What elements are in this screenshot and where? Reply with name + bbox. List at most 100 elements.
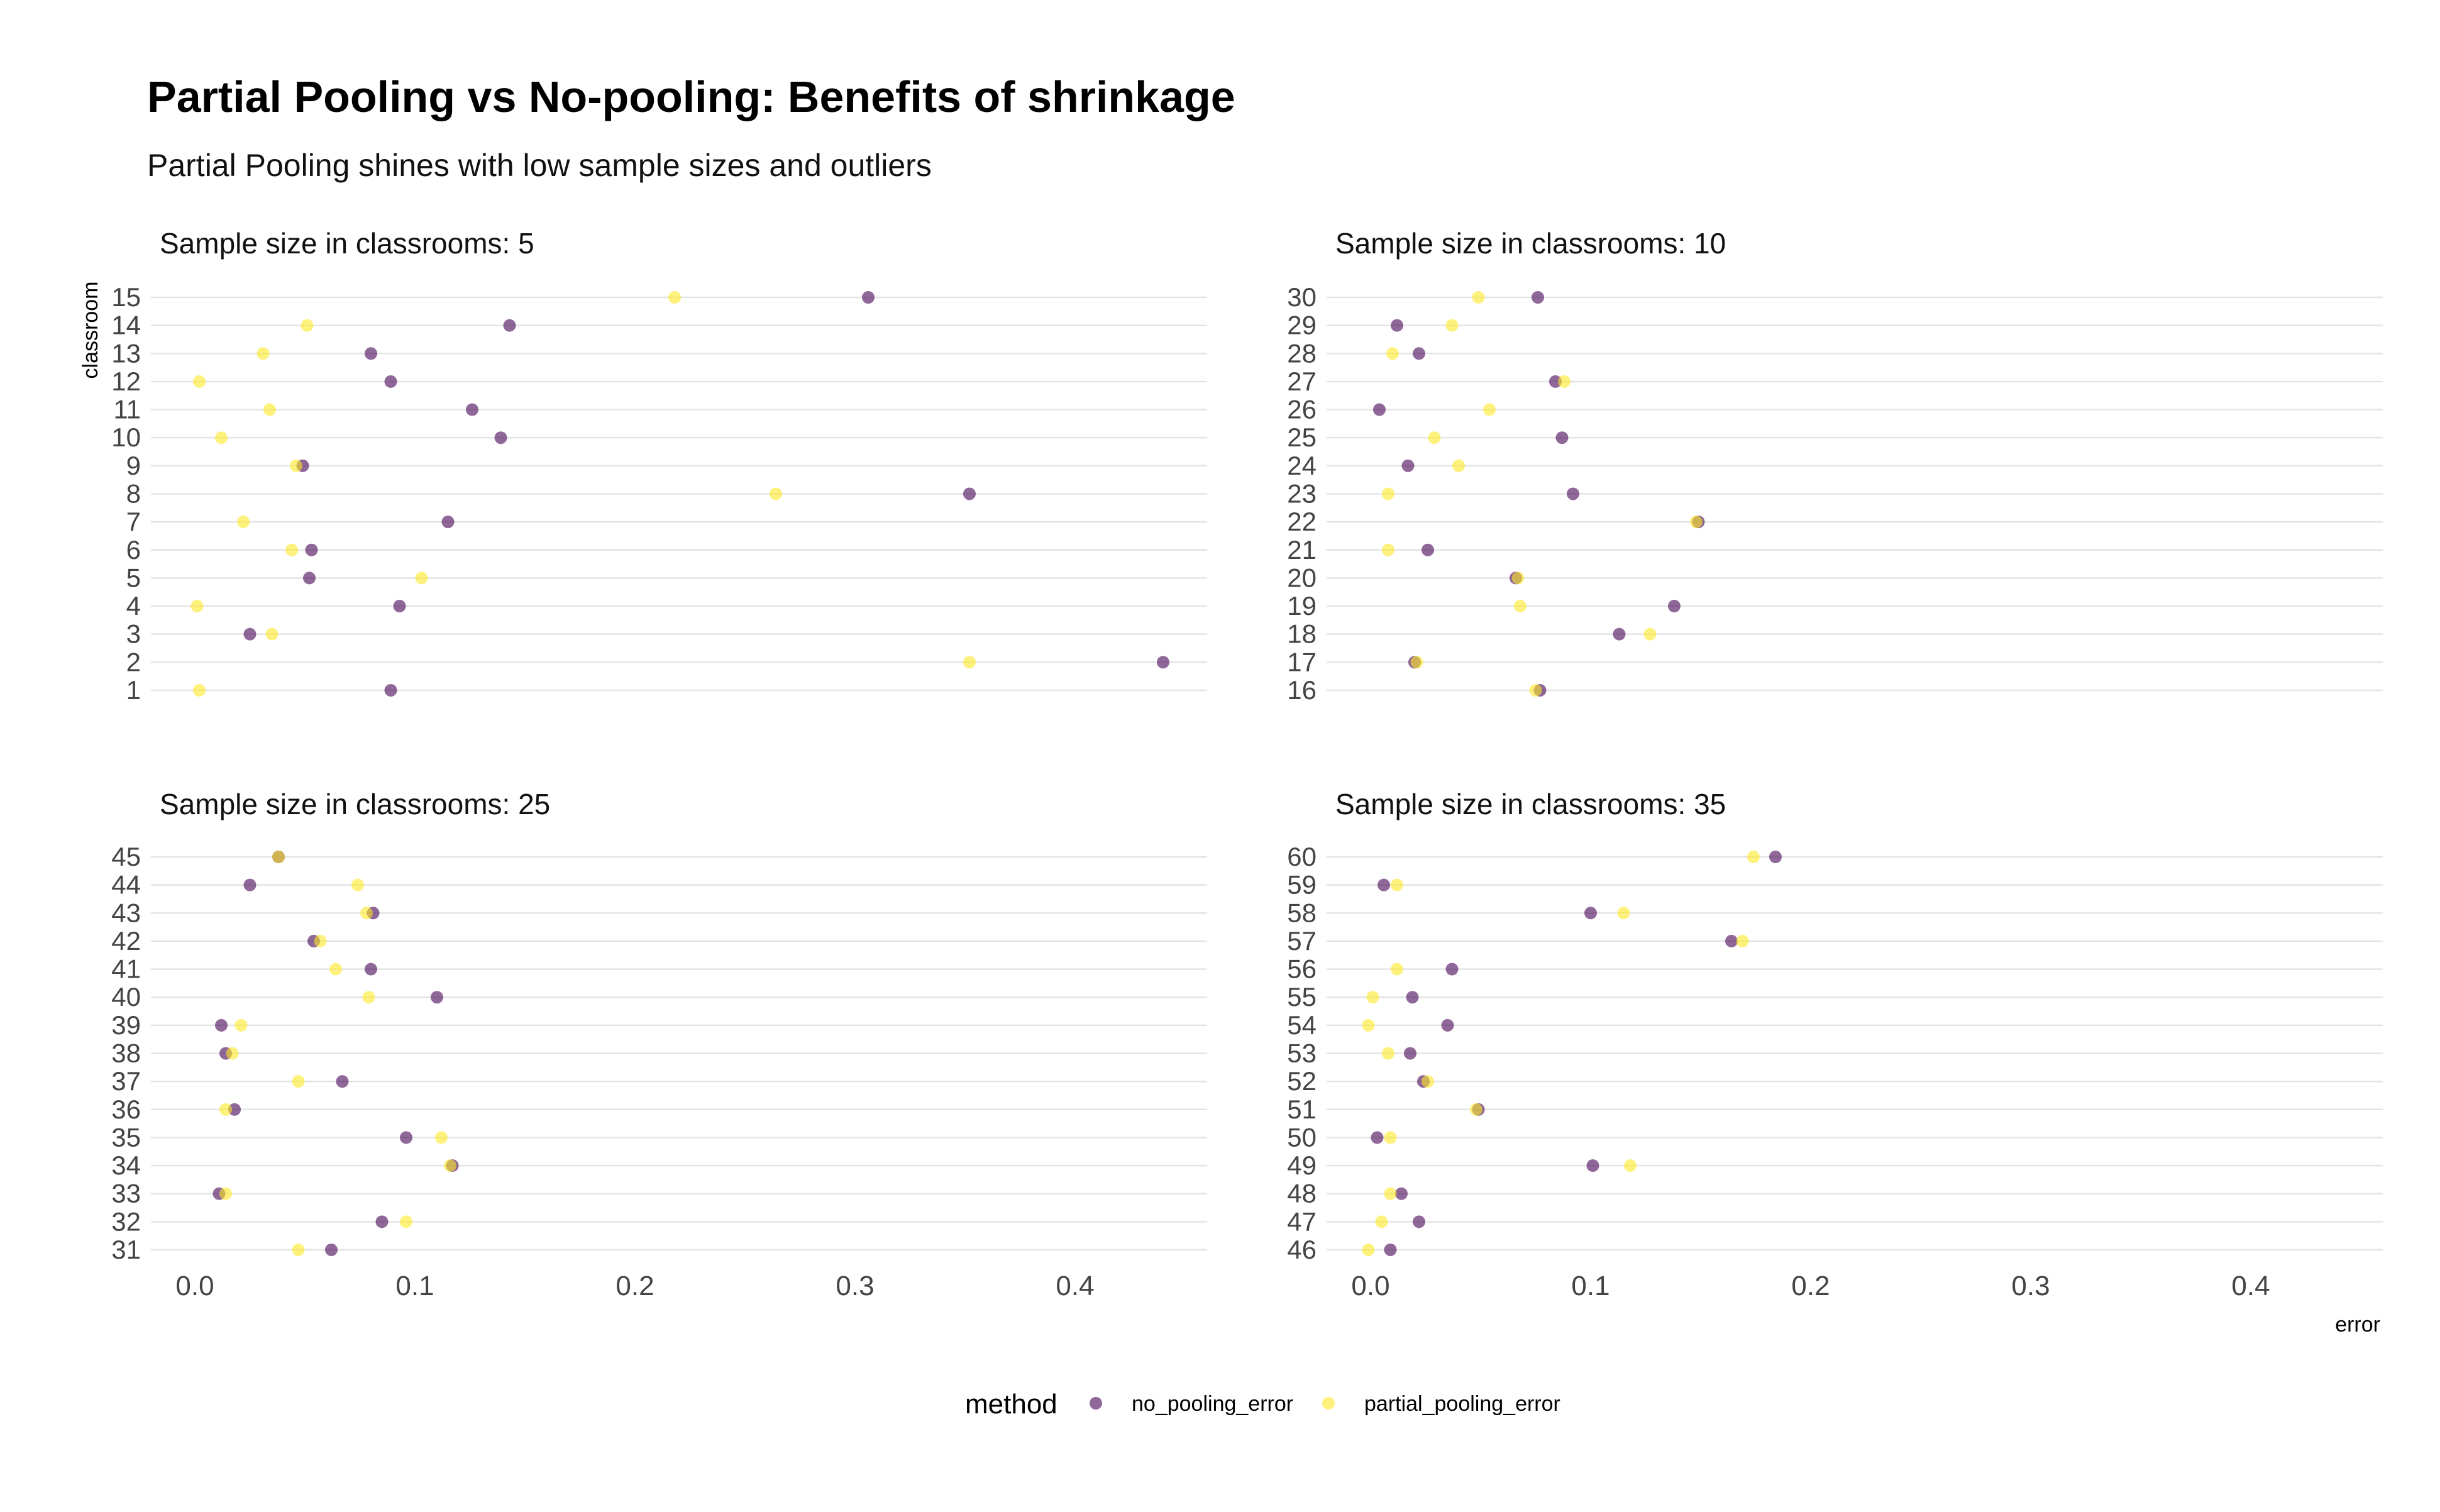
- y-tick-label: 53: [1287, 1038, 1317, 1068]
- partial-pooling-point: [400, 1215, 412, 1228]
- y-tick-label: 2: [126, 647, 141, 676]
- no-pooling-point: [400, 1131, 412, 1144]
- no-pooling-point: [303, 571, 316, 585]
- x-tick-label: 0.1: [395, 1271, 434, 1301]
- partial-pooling-point: [351, 878, 364, 891]
- x-tick-label: 0.2: [616, 1271, 654, 1301]
- y-tick-label: 24: [1287, 451, 1317, 480]
- y-tick-label: 43: [111, 898, 141, 927]
- no-pooling-point: [1404, 1047, 1416, 1060]
- x-tick-label: 0.0: [175, 1271, 214, 1301]
- y-tick-label: 11: [113, 395, 141, 424]
- y-tick-label: 33: [111, 1179, 141, 1208]
- partial-pooling-point: [444, 1159, 456, 1173]
- partial-pooling-point: [1366, 991, 1379, 1004]
- y-tick-label: 60: [1287, 842, 1317, 871]
- no-pooling-point: [862, 291, 875, 304]
- no-pooling-point: [1406, 991, 1419, 1004]
- legend-label-partial-pooling: partial_pooling_error: [1364, 1392, 1560, 1416]
- y-tick-label: 15: [111, 282, 141, 312]
- partial-pooling-point: [1690, 516, 1703, 529]
- partial-pooling-point: [1375, 1215, 1388, 1228]
- chart-subtitle: Partial Pooling shines with low sample s…: [147, 148, 932, 183]
- partial-pooling-point: [360, 907, 373, 920]
- partial-pooling-point: [1643, 627, 1657, 641]
- facet-strip-label: Sample size in classrooms: 35: [1335, 788, 1726, 820]
- y-tick-label: 45: [111, 842, 141, 871]
- x-tick-label: 0.4: [1056, 1271, 1094, 1301]
- partial-pooling-point: [314, 934, 327, 947]
- no-pooling-point: [1413, 347, 1425, 360]
- y-tick-label: 39: [111, 1010, 141, 1040]
- partial-pooling-point: [415, 571, 428, 585]
- y-tick-label: 21: [1287, 535, 1317, 565]
- y-tick-label: 38: [111, 1038, 141, 1068]
- partial-pooling-point: [1558, 375, 1571, 388]
- no-pooling-point: [1549, 375, 1562, 388]
- x-tick-label: 0.0: [1351, 1271, 1389, 1301]
- no-pooling-point: [1377, 878, 1390, 891]
- y-tick-label: 49: [1287, 1151, 1317, 1180]
- y-tick-label: 13: [111, 338, 141, 368]
- no-pooling-point: [1555, 431, 1569, 444]
- y-tick-label: 18: [1287, 619, 1317, 649]
- no-pooling-point: [1769, 851, 1782, 863]
- y-tick-label: 8: [126, 478, 141, 508]
- no-pooling-point: [1413, 1215, 1425, 1228]
- y-tick-label: 1: [126, 675, 141, 705]
- no-pooling-point: [1668, 600, 1681, 613]
- partial-pooling-point: [1452, 459, 1465, 472]
- legend: method no_pooling_error partial_pooling_…: [965, 1389, 1560, 1420]
- partial-pooling-point: [292, 1243, 305, 1256]
- no-pooling-point: [1584, 907, 1597, 920]
- partial-pooling-point: [668, 291, 681, 304]
- y-tick-label: 34: [111, 1151, 141, 1180]
- y-tick-label: 55: [1287, 982, 1317, 1012]
- partial-pooling-point: [1382, 543, 1394, 556]
- x-axis-label: error: [2335, 1313, 2380, 1337]
- y-tick-label: 5: [126, 563, 141, 592]
- facet-panel-3: Sample size in classrooms: 2531323334353…: [111, 788, 1207, 1301]
- y-tick-label: 52: [1287, 1066, 1317, 1096]
- partial-pooling-point: [292, 1075, 305, 1088]
- facet-panels: Sample size in classrooms: 5123456789101…: [111, 227, 2383, 1301]
- y-tick-label: 31: [111, 1235, 141, 1264]
- y-tick-label: 3: [126, 619, 141, 649]
- no-pooling-point: [1384, 1243, 1397, 1256]
- y-tick-label: 54: [1287, 1010, 1317, 1040]
- partial-pooling-point: [257, 347, 270, 360]
- partial-pooling-point: [285, 543, 298, 556]
- partial-pooling-point: [219, 1187, 232, 1200]
- partial-pooling-point: [301, 319, 314, 332]
- partial-pooling-point: [190, 600, 204, 613]
- partial-pooling-point: [1386, 347, 1399, 360]
- partial-pooling-point: [1747, 851, 1760, 863]
- y-tick-label: 27: [1287, 367, 1317, 396]
- y-tick-label: 9: [126, 451, 141, 480]
- y-tick-label: 22: [1287, 507, 1317, 536]
- partial-pooling-point: [1428, 431, 1441, 444]
- no-pooling-point: [1371, 1131, 1384, 1144]
- legend-key-no-pooling: [1090, 1397, 1102, 1410]
- partial-pooling-point: [1483, 403, 1496, 416]
- partial-pooling-point: [1410, 656, 1423, 669]
- no-pooling-point: [441, 516, 455, 529]
- x-tick-label: 0.3: [2011, 1271, 2050, 1301]
- partial-pooling-point: [1382, 487, 1394, 500]
- y-tick-label: 20: [1287, 563, 1317, 592]
- chart-title: Partial Pooling vs No-pooling: Benefits …: [147, 72, 1235, 121]
- y-tick-label: 50: [1287, 1122, 1317, 1152]
- partial-pooling-point: [1529, 683, 1542, 697]
- y-tick-label: 26: [1287, 395, 1317, 424]
- no-pooling-point: [243, 878, 257, 891]
- partial-pooling-point: [1514, 600, 1526, 613]
- partial-pooling-point: [963, 656, 976, 669]
- y-tick-label: 19: [1287, 591, 1317, 621]
- y-tick-label: 59: [1287, 870, 1317, 900]
- partial-pooling-point: [193, 683, 206, 697]
- no-pooling-point: [1725, 934, 1738, 947]
- y-tick-label: 46: [1287, 1235, 1317, 1264]
- no-pooling-point: [1613, 627, 1626, 641]
- y-tick-label: 4: [126, 591, 141, 621]
- partial-pooling-point: [219, 1103, 232, 1116]
